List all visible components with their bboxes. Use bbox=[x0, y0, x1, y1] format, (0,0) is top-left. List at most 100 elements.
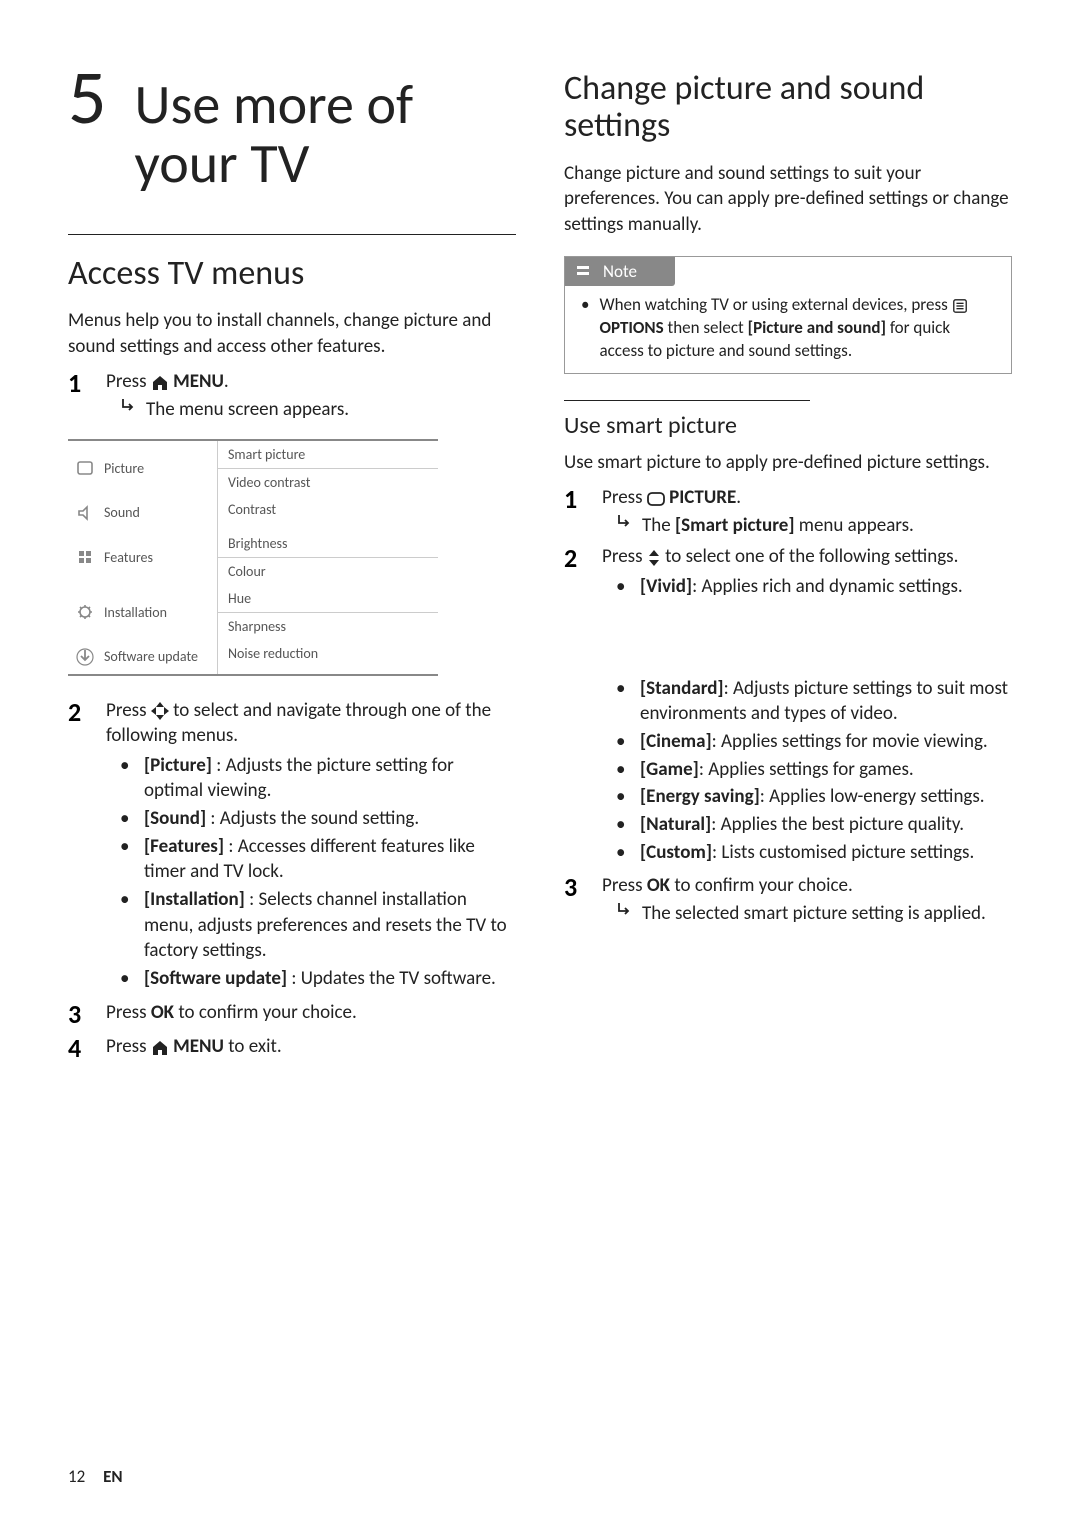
menu-label: Sound bbox=[104, 504, 140, 521]
menu-label: Software update bbox=[104, 648, 198, 665]
mode-text: : Lists customised picture settings. bbox=[712, 841, 974, 864]
subsection-rule bbox=[564, 400, 810, 401]
s2-post: to select one of the following settings. bbox=[665, 545, 958, 568]
picture-icon bbox=[647, 490, 665, 508]
menu-option: Sharpness bbox=[218, 613, 438, 640]
subsection-title: Use smart picture bbox=[564, 411, 1012, 440]
step3-post: to confirm your choice. bbox=[174, 1001, 357, 1024]
step3-pre: Press bbox=[106, 1001, 151, 1024]
step-number: 1 bbox=[68, 369, 90, 422]
sound-icon bbox=[74, 502, 96, 524]
update-icon bbox=[74, 646, 96, 668]
s1-result-key: [Smart picture] bbox=[675, 514, 795, 537]
step4-pre: Press bbox=[106, 1035, 151, 1058]
step-1: 1 Press PICTURE. The [Smart picture] men… bbox=[564, 485, 1012, 538]
note-icon bbox=[575, 262, 593, 280]
step1-pre: Press bbox=[106, 370, 151, 393]
section-rule bbox=[68, 234, 516, 235]
chapter-title: Use more of your TV bbox=[135, 76, 516, 194]
menu-row: Software update Noise reduction bbox=[68, 640, 438, 674]
mode-key: [Energy saving] bbox=[640, 785, 760, 808]
arrow-icon bbox=[616, 513, 632, 529]
step-3: 3 Press OK to confirm your choice. bbox=[68, 1000, 516, 1029]
mode-text: : Applies settings for movie viewing. bbox=[712, 730, 988, 753]
menu-label: Picture bbox=[104, 460, 144, 477]
arrow-icon bbox=[616, 901, 632, 917]
menu-row: Picture Smart picture Video contrast bbox=[68, 441, 438, 496]
chapter-number: 5 bbox=[68, 60, 107, 136]
step-number: 2 bbox=[68, 698, 90, 994]
menu-row: Features Brightness Colour bbox=[68, 530, 438, 585]
change-intro: Change picture and sound settings to sui… bbox=[564, 161, 1012, 238]
note-pre: When watching TV or using external devic… bbox=[599, 294, 951, 315]
step-number: 3 bbox=[68, 1000, 90, 1029]
menu-option: Smart picture bbox=[218, 441, 438, 469]
menu-row: Installation Hue Sharpness bbox=[68, 585, 438, 640]
mode-text: : Applies the best picture quality. bbox=[711, 813, 964, 836]
s1-result-pre: The bbox=[642, 514, 675, 537]
menu-option: Contrast bbox=[218, 496, 438, 523]
features-icon bbox=[74, 546, 96, 568]
step2-pre: Press bbox=[106, 699, 151, 722]
menu-screenshot: Picture Smart picture Video contrast Sou… bbox=[68, 439, 438, 676]
note-body: • When watching TV or using external dev… bbox=[565, 286, 1011, 373]
menu-label: Features bbox=[104, 549, 153, 566]
options-icon bbox=[952, 298, 968, 314]
opt-key: [Features] bbox=[144, 835, 224, 858]
menu-option: Colour bbox=[218, 558, 438, 585]
s3-post: to confirm your choice. bbox=[670, 874, 853, 897]
mode-key: [Standard] bbox=[640, 677, 724, 700]
picture-icon bbox=[74, 457, 96, 479]
mode-key: [Cinema] bbox=[640, 730, 712, 753]
step1-button: MENU bbox=[173, 370, 224, 393]
page-number: 12 bbox=[68, 1466, 85, 1487]
section-title-change: Change picture and sound settings bbox=[564, 70, 1012, 145]
step1-result-row: The menu screen appears. bbox=[106, 397, 516, 423]
page-language: EN bbox=[103, 1466, 123, 1487]
left-column: 5 Use more of your TV Access TV menus Me… bbox=[68, 60, 516, 1069]
s1-button: PICTURE bbox=[669, 486, 736, 509]
mode-text: : Applies settings for games. bbox=[699, 758, 914, 781]
opt-key: [Sound] bbox=[144, 807, 206, 830]
note-button: OPTIONS bbox=[599, 317, 663, 338]
opt-key: [Picture] bbox=[144, 754, 212, 777]
step3-button: OK bbox=[151, 1001, 174, 1024]
smart-modes-1: •[Vivid]: Applies rich and dynamic setti… bbox=[602, 574, 1012, 600]
mode-key: [Custom] bbox=[640, 841, 712, 864]
mode-key: [Natural] bbox=[640, 813, 711, 836]
nav-updown-icon bbox=[647, 550, 661, 566]
menu-option: Noise reduction bbox=[218, 640, 438, 667]
step-4: 4 Press MENU to exit. bbox=[68, 1034, 516, 1063]
section-title-access: Access TV menus bbox=[68, 255, 516, 292]
menu-options-list: •[Picture] : Adjusts the picture setting… bbox=[106, 753, 516, 992]
step-2: 2 Press to select and navigate through o… bbox=[68, 698, 516, 994]
s1-post: . bbox=[736, 486, 741, 509]
step4-post: to exit. bbox=[224, 1035, 282, 1058]
page-columns: 5 Use more of your TV Access TV menus Me… bbox=[68, 60, 1012, 1069]
note-opt: [Picture and sound] bbox=[748, 317, 886, 338]
opt-text: : Updates the TV software. bbox=[287, 967, 496, 990]
mode-key: [Game] bbox=[640, 758, 699, 781]
nav-4way-icon bbox=[151, 702, 169, 720]
mode-key: [Vivid] bbox=[640, 575, 692, 598]
access-steps: 1 Press MENU. The menu screen appears. bbox=[68, 369, 516, 422]
opt-text: : Adjusts the sound setting. bbox=[206, 807, 419, 830]
smart-modes-2: •[Standard]: Adjusts picture settings to… bbox=[602, 676, 1012, 865]
step1-result: The menu screen appears. bbox=[146, 397, 349, 423]
menu-row: Sound Contrast bbox=[68, 496, 438, 530]
menu-option: Hue bbox=[218, 585, 438, 613]
step-number: 2 bbox=[564, 544, 586, 867]
step-number: 3 bbox=[564, 873, 586, 926]
s3-result-row: The selected smart picture setting is ap… bbox=[602, 901, 1012, 927]
note-mid: then select bbox=[664, 317, 748, 338]
right-column: Change picture and sound settings Change… bbox=[564, 60, 1012, 1069]
step-number: 1 bbox=[564, 485, 586, 538]
menu-option: Video contrast bbox=[218, 469, 438, 496]
s1-result-row: The [Smart picture] menu appears. bbox=[602, 513, 1012, 539]
note-box: Note • When watching TV or using externa… bbox=[564, 256, 1012, 374]
opt-key: [Installation] bbox=[144, 888, 245, 911]
s3-button: OK bbox=[647, 874, 670, 897]
mode-text: : Applies rich and dynamic settings. bbox=[692, 575, 963, 598]
chapter-heading: 5 Use more of your TV bbox=[68, 60, 516, 194]
menu-label: Installation bbox=[104, 604, 167, 621]
